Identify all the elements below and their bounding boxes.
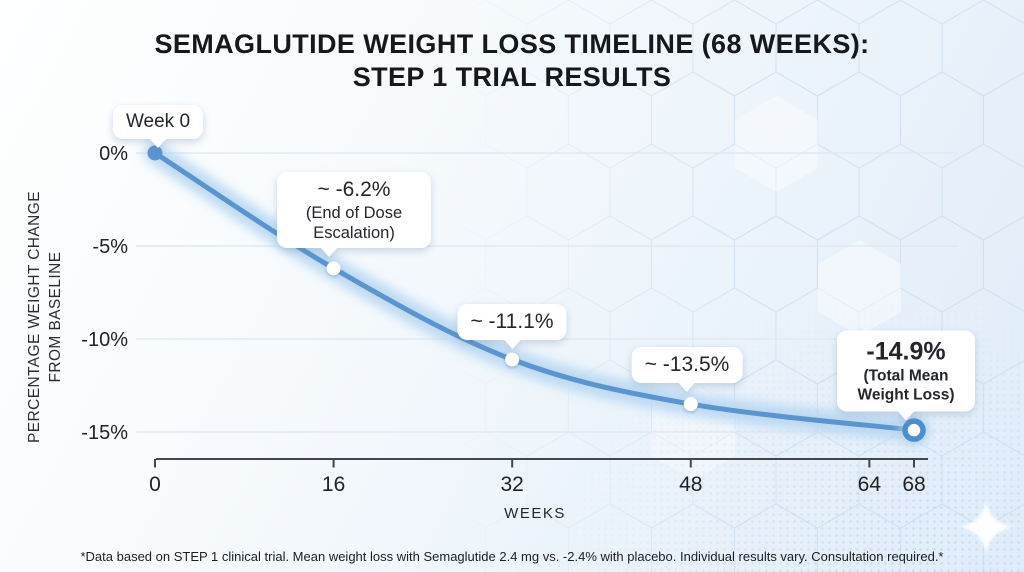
x-tick-label: 0 [149,473,161,496]
y-tick-label: -15% [81,422,128,444]
annotation-week-48-value: ~ -13.5% [644,353,730,376]
data-point [683,397,698,412]
x-tick-label: 68 [902,473,925,496]
x-tick-label: 32 [500,473,523,496]
y-tick-label: -5% [92,236,128,258]
chart-title-line1: SEMAGLUTIDE WEIGHT LOSS TIMELINE (68 WEE… [154,29,870,59]
sparkle-icon [959,500,1013,554]
annotation-week-16: ~ -6.2% (End of Dose Escalation) [277,172,431,248]
x-axis-label: WEEKS [504,505,566,522]
x-tick-label: 16 [322,473,345,496]
disclaimer-footnote: *Data based on STEP 1 clinical trial. Me… [80,549,944,564]
chart-title-line2: STEP 1 TRIAL RESULTS [352,62,672,92]
y-tick-label: 0% [99,143,128,165]
annotation-week-68-note: (Total Mean Weight Loss) [857,367,955,404]
weight-loss-line [152,150,917,433]
chart-title: SEMAGLUTIDE WEIGHT LOSS TIMELINE (68 WEE… [0,28,1024,94]
annotation-week-32-value: ~ -11.1% [470,310,554,333]
annotation-week-16-note: (End of Dose Escalation) [305,204,403,242]
x-tick-label: 48 [679,473,702,496]
annotation-week-32: ~ -11.1% [457,304,567,340]
data-point-start [147,145,163,161]
annotation-week-68-value: -14.9% [866,337,946,366]
data-point-end-ring [902,418,926,442]
y-tick-label: -10% [81,329,128,351]
data-point [326,261,341,276]
x-tick-label: 64 [858,473,882,496]
annotation-week-68: -14.9% (Total Mean Weight Loss) [837,330,975,412]
line-glow [148,146,921,437]
data-point [505,352,520,367]
annotation-week-48: ~ -13.5% [631,347,743,383]
annotation-week-0: Week 0 [112,105,204,139]
annotation-week-16-value: ~ -6.2% [317,178,391,201]
annotation-week-0-text: Week 0 [125,111,191,132]
line-glow-wide [142,140,927,444]
